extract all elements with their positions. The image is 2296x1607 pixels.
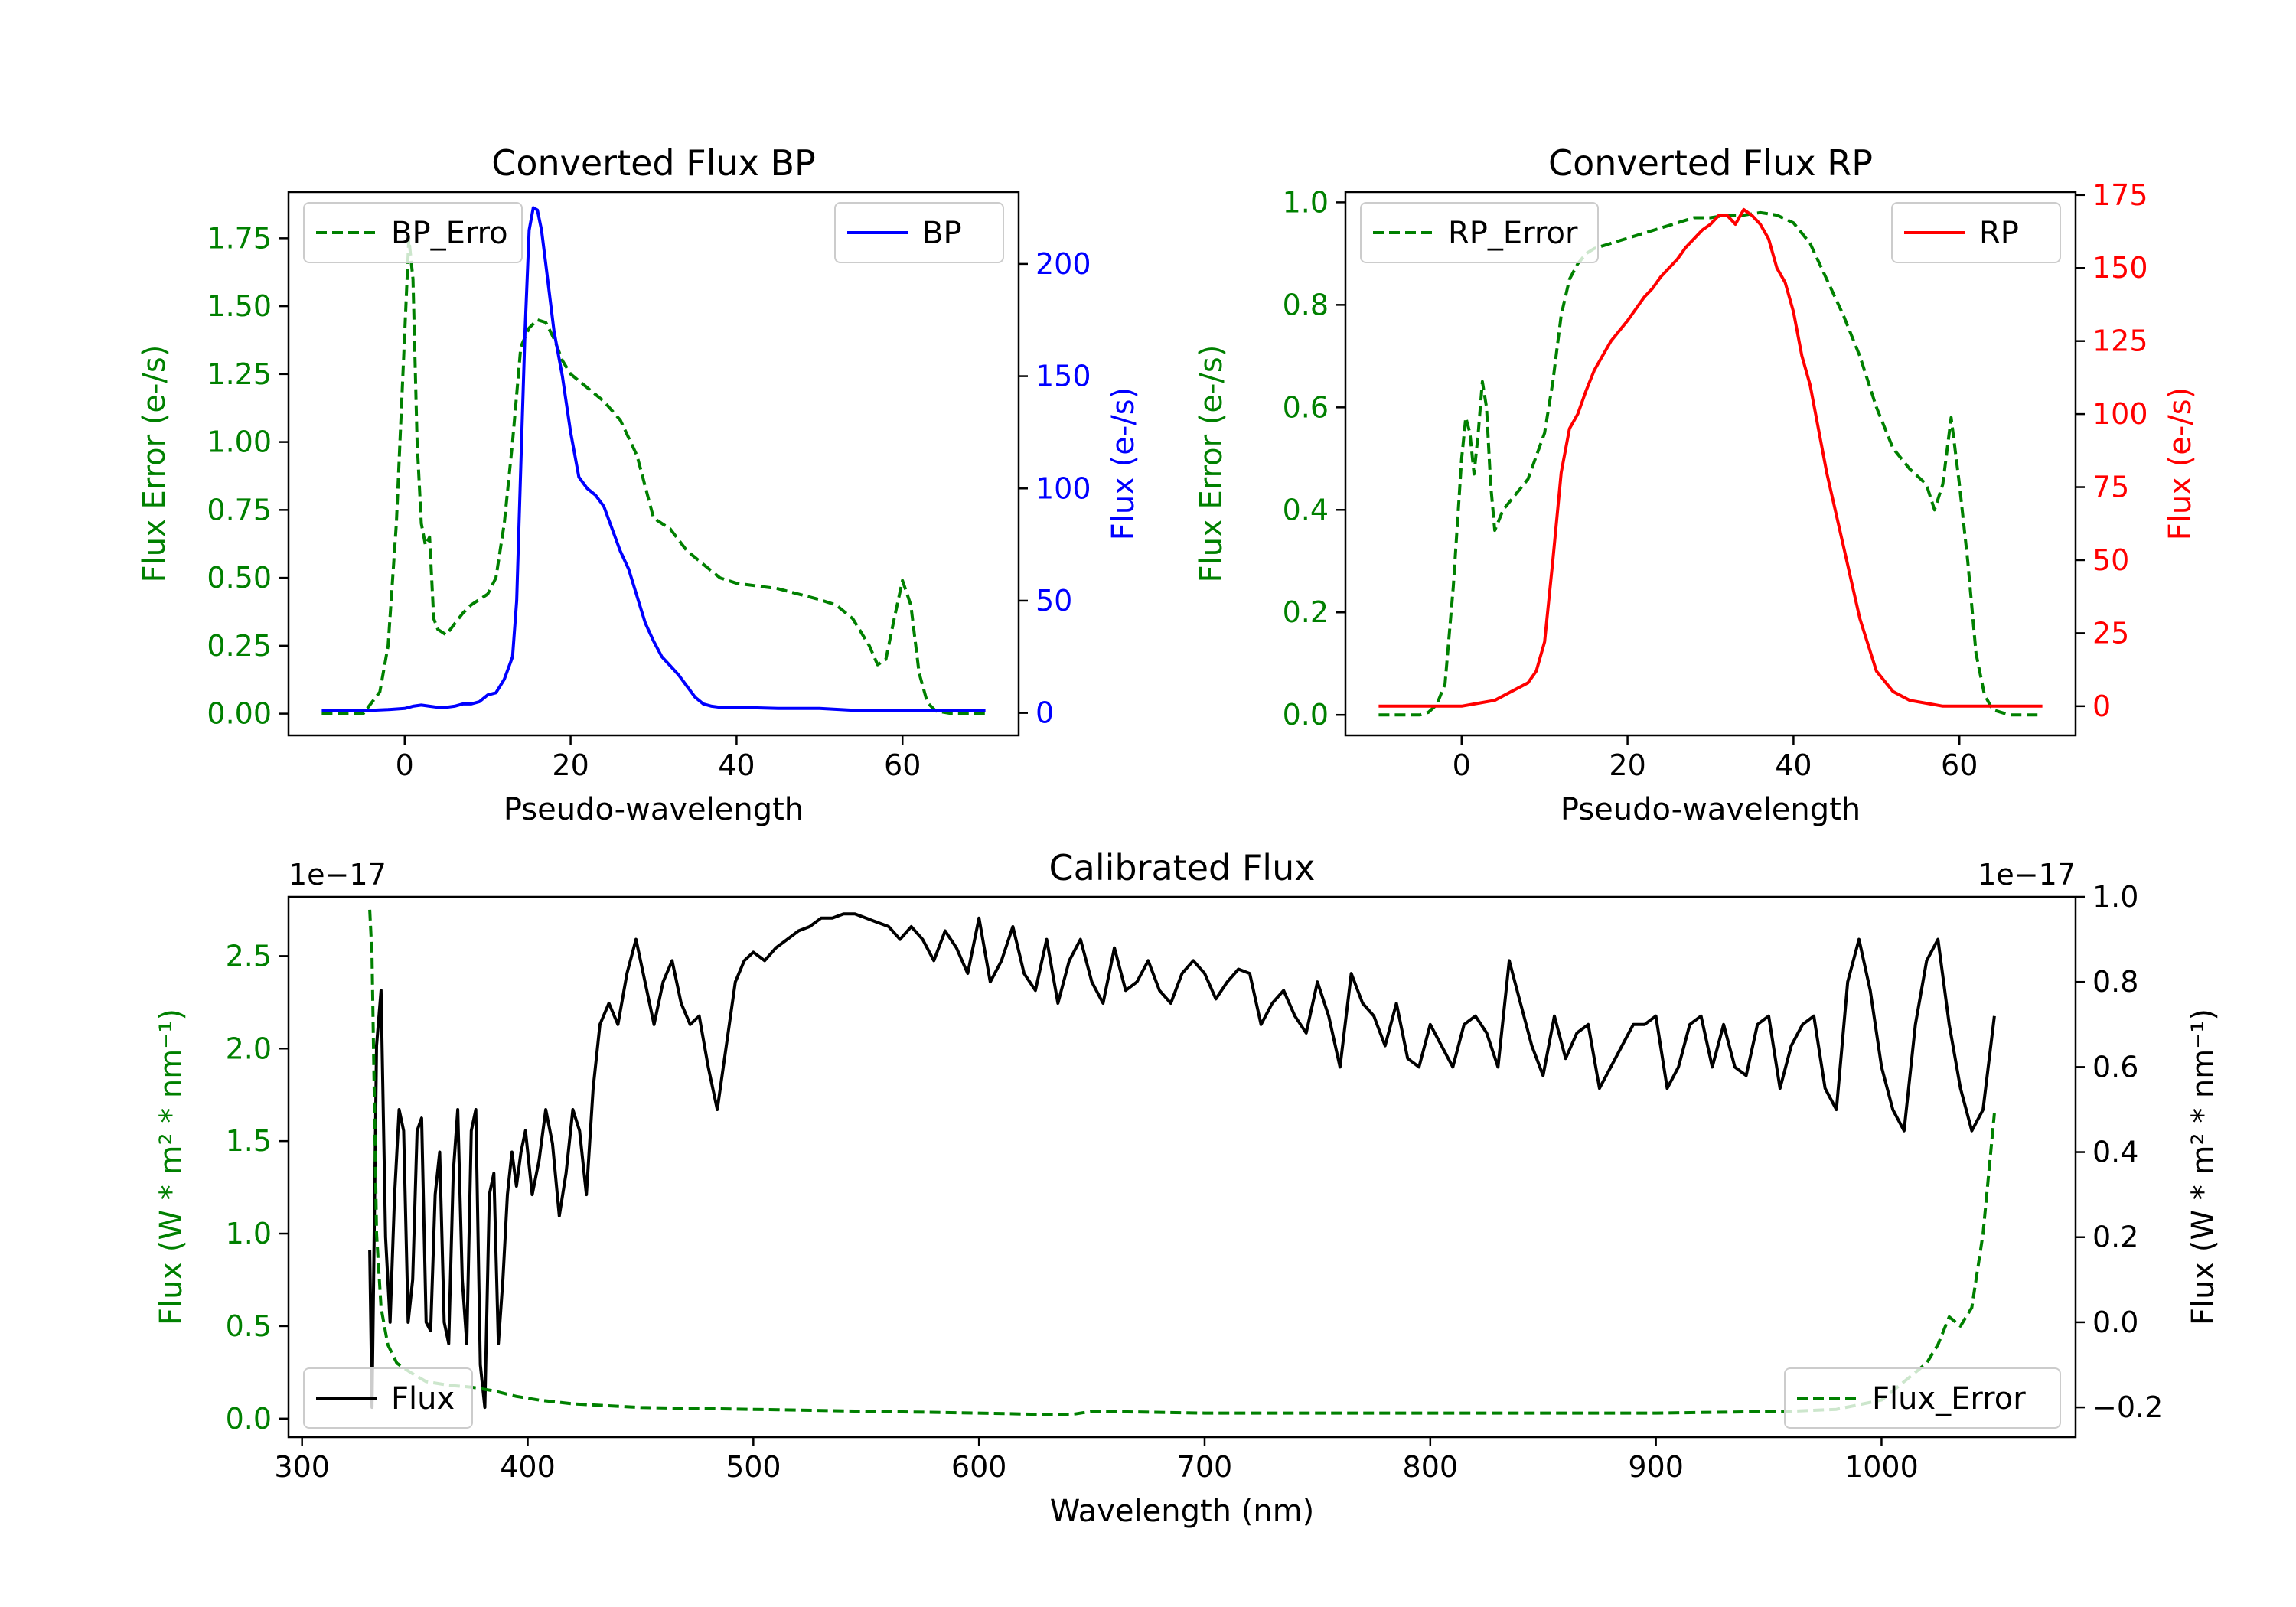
y-right-tick-label: 75 <box>2092 471 2129 504</box>
panel-3: 300 400 500 600 700 800 900 1000 0.0 0.5 1.0 1.5 2.0… <box>154 847 2221 1529</box>
chart-title: Calibrated Flux <box>1049 847 1316 888</box>
axes-frame <box>287 895 2077 1439</box>
legend-right: Flux_Error <box>1784 1367 2061 1429</box>
axes-frame <box>287 191 1020 737</box>
y-right-tick-label: 200 <box>1035 247 1091 281</box>
x-tick-label: 20 <box>552 748 589 782</box>
y-right-tick-label: −0.2 <box>2092 1390 2163 1424</box>
x-axis-label: Pseudo-wavelength <box>1561 792 1861 827</box>
y-right-tick-label: 100 <box>1035 471 1091 505</box>
legend-left: BP_Erro <box>303 202 523 263</box>
x-tick-label: 600 <box>951 1450 1007 1484</box>
y-right-tick-label: 50 <box>2092 543 2129 577</box>
x-tick-label: 60 <box>884 748 921 782</box>
legend-label: BP <box>922 216 962 251</box>
x-tick-label: 500 <box>726 1450 781 1484</box>
y-left-tick-label: 0.6 <box>1283 390 1329 424</box>
y-right-tick-label: 0.4 <box>2092 1136 2138 1169</box>
y-right-tick-label: 125 <box>2092 324 2148 358</box>
series-line-bp <box>321 206 986 712</box>
y-left-tick-label: 1.00 <box>207 425 272 459</box>
y-left-axis-label: Flux (W * m² * nm⁻¹) <box>154 1009 189 1325</box>
x-tick-label: 40 <box>1775 748 1812 782</box>
series-line-flux <box>368 912 1996 1410</box>
y-left-tick-label: 0.4 <box>1283 493 1329 526</box>
legend-right: RP <box>1891 202 2061 263</box>
y-right-tick-label: 150 <box>1035 360 1091 393</box>
x-tick-label: 300 <box>274 1450 330 1484</box>
y-left-tick-label: 0.00 <box>207 697 272 731</box>
y-right-tick-label: 100 <box>2092 397 2148 431</box>
legend-label: RP_Error <box>1448 216 1578 251</box>
x-tick-label: 60 <box>1941 748 1978 782</box>
y-right-axis-label: Flux (W * m² * nm⁻¹) <box>2186 1009 2221 1325</box>
x-tick-label: 400 <box>500 1450 556 1484</box>
x-tick-label: 0 <box>1453 748 1471 782</box>
y-right-tick-label: 0 <box>1035 696 1054 730</box>
x-tick-label: 0 <box>396 748 414 782</box>
x-tick-label: 40 <box>718 748 755 782</box>
y-left-tick-label: 0.2 <box>1283 595 1329 629</box>
legend-left: Flux <box>303 1367 473 1429</box>
series-line-rp <box>1378 207 2043 708</box>
chart-title: Converted Flux RP <box>1548 142 1873 184</box>
x-tick-label: 700 <box>1177 1450 1233 1484</box>
x-tick-label: 800 <box>1403 1450 1459 1484</box>
legend-label: Flux <box>391 1381 455 1416</box>
x-axis-label: Wavelength (nm) <box>1050 1494 1315 1529</box>
y-left-tick-label: 0.8 <box>1283 288 1329 321</box>
y-left-tick-label: 1.75 <box>207 221 272 255</box>
y-right-axis-label: Flux (e-/s) <box>1106 387 1141 540</box>
y-left-tick-label: 2.5 <box>226 939 272 973</box>
y-left-axis-label: Flux Error (e-/s) <box>137 345 172 583</box>
y-left-tick-label: 2.0 <box>226 1032 272 1065</box>
series-line-rp-error <box>1378 210 2043 717</box>
legend-label: RP <box>1979 216 2019 251</box>
x-axis-label: Pseudo-wavelength <box>504 792 804 827</box>
y-right-tick-label: 0.2 <box>2092 1221 2138 1254</box>
legend-label: BP_Erro <box>391 216 508 251</box>
y-right-tick-label: 1.0 <box>2092 880 2138 914</box>
y-right-axis-label: Flux (e-/s) <box>2163 387 2198 540</box>
y-left-tick-label: 1.25 <box>207 357 272 391</box>
y-left-tick-label: 0.50 <box>207 561 272 595</box>
legend-right: BP <box>834 202 1004 263</box>
y-left-tick-label: 0.0 <box>1283 698 1329 732</box>
legend-label: Flux_Error <box>1872 1381 2026 1416</box>
y-left-tick-label: 0.5 <box>226 1309 272 1343</box>
y-right-tick-label: 50 <box>1035 584 1072 618</box>
y-right-tick-label: 0 <box>2092 689 2111 723</box>
y-right-scale-offset: 1e−17 <box>1978 858 2076 892</box>
y-left-tick-label: 1.5 <box>226 1124 272 1158</box>
y-left-axis-label: Flux Error (e-/s) <box>1194 345 1229 583</box>
y-right-tick-label: 175 <box>2092 178 2148 212</box>
axes-frame <box>1344 191 2077 737</box>
series-line-flux-error <box>368 909 1996 1416</box>
y-right-tick-label: 0.8 <box>2092 965 2138 999</box>
chart-title: Converted Flux BP <box>491 142 816 184</box>
legend-left: RP_Error <box>1360 202 1599 263</box>
y-right-tick-label: 0.0 <box>2092 1305 2138 1339</box>
x-tick-label: 1000 <box>1844 1450 1919 1484</box>
y-left-scale-offset: 1e−17 <box>289 858 386 892</box>
y-left-tick-label: 0.25 <box>207 629 272 663</box>
panel-2: 0 20 40 60 0.0 0.2 0.4 0.6 0.8 1.0 0 25 50 75 100 125 15… <box>1194 142 2198 827</box>
y-right-tick-label: 150 <box>2092 251 2148 285</box>
y-left-tick-label: 1.0 <box>226 1217 272 1250</box>
y-left-tick-label: 1.50 <box>207 289 272 323</box>
y-right-tick-label: 0.6 <box>2092 1050 2138 1084</box>
x-tick-label: 20 <box>1609 748 1645 782</box>
panel-1: 0 20 40 60 0.00 0.25 0.50 0.75 1.00 1.25 1.50 1.75 0… <box>137 142 1141 827</box>
series-line-bp-error <box>321 236 986 715</box>
y-left-tick-label: 0.75 <box>207 493 272 526</box>
x-tick-label: 900 <box>1628 1450 1684 1484</box>
y-left-tick-label: 1.0 <box>1283 185 1329 219</box>
y-left-tick-label: 0.0 <box>226 1402 272 1436</box>
y-right-tick-label: 25 <box>2092 616 2129 650</box>
